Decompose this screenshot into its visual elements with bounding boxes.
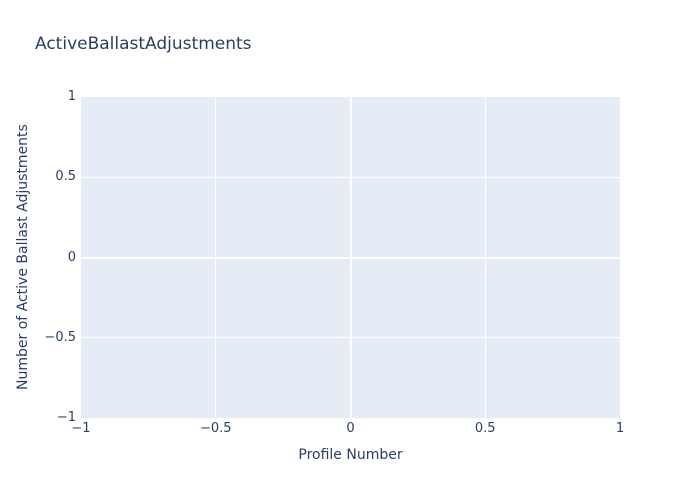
- y-tick-label: 1: [67, 89, 76, 104]
- x-tick-label: −1: [71, 421, 91, 436]
- x-tick-label: 0: [346, 421, 355, 436]
- y-tick-label: −0.5: [44, 329, 76, 345]
- y-tick-label: 0: [67, 249, 76, 265]
- y-zeroline: [81, 256, 620, 259]
- x-tick-label: −0.5: [199, 421, 232, 436]
- x-tick-label: 0.5: [474, 421, 496, 436]
- plot-area[interactable]: [81, 97, 620, 418]
- x-axis-title: Profile Number: [298, 447, 403, 463]
- y-gridline: [81, 337, 620, 339]
- chart-title: ActiveBallastAdjustments: [35, 34, 252, 54]
- y-tick-label: −1: [56, 410, 76, 425]
- y-axis-title: Number of Active Ballast Adjustments: [15, 124, 31, 391]
- x-tick-label: 1: [615, 421, 625, 436]
- y-tick-label: 0.5: [55, 169, 76, 185]
- y-gridline: [81, 176, 620, 178]
